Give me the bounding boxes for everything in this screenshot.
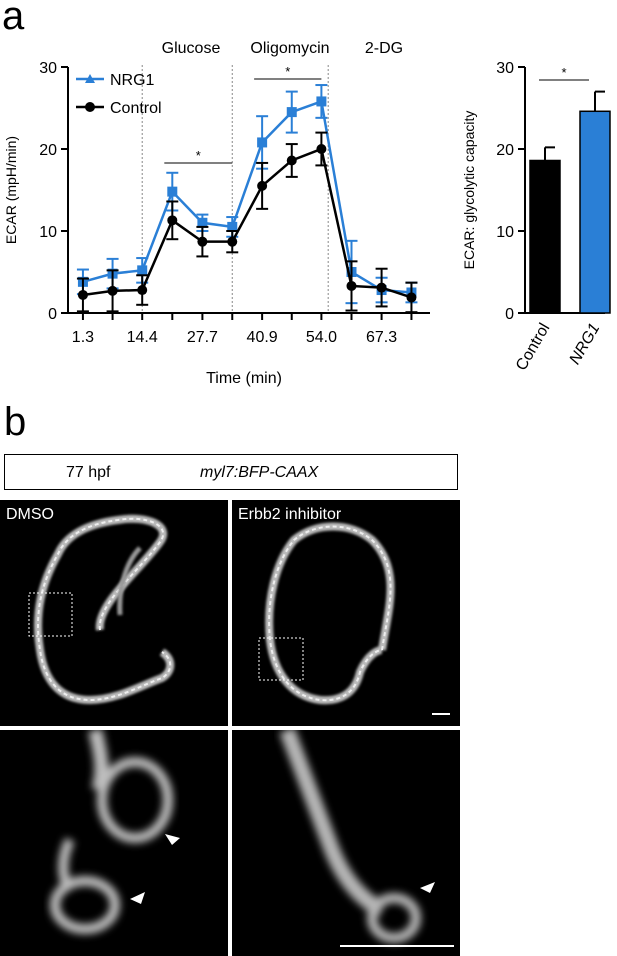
legend-label: Control bbox=[110, 100, 162, 117]
y-tick-label: 10 bbox=[39, 224, 57, 241]
heart-micrograph bbox=[28, 514, 175, 705]
y-axis-label: ECAR: glycolytic capacity bbox=[461, 111, 477, 270]
y-tick-label: 20 bbox=[39, 142, 57, 159]
legend-label: NRG1 bbox=[110, 72, 155, 89]
data-point bbox=[257, 180, 268, 191]
panel-letter-a: a bbox=[2, 0, 25, 38]
data-point bbox=[227, 236, 238, 247]
x-tick-label: 27.7 bbox=[187, 329, 218, 346]
y-tick-label: 0 bbox=[48, 306, 57, 323]
zoomed-micrograph bbox=[50, 730, 180, 934]
y-tick-label: 10 bbox=[496, 224, 514, 241]
data-point bbox=[346, 280, 357, 291]
data-point bbox=[77, 289, 88, 300]
data-point bbox=[137, 265, 148, 276]
arrowhead-marker bbox=[130, 892, 145, 904]
dmso-overview-image: DMSO bbox=[0, 500, 228, 726]
ecar-time-course-chart: ECAR (mpH/min) Time (min) 0 10 20 30 1.3 14.4… bbox=[3, 40, 430, 387]
stage-label: 77 hpf bbox=[66, 464, 111, 481]
series-line-control bbox=[82, 147, 412, 299]
condition-header: 77 hpf myl7:BFP-CAAX bbox=[4, 454, 458, 490]
injection-markers: Glucose Oligomycin 2-DG bbox=[141, 40, 403, 313]
x-tick-label: 67.3 bbox=[366, 329, 397, 346]
significance-star: * bbox=[285, 64, 290, 79]
bar-control bbox=[529, 159, 561, 314]
x-axis-label: Time (min) bbox=[206, 370, 282, 387]
image-label-dmso: DMSO bbox=[6, 506, 54, 523]
data-point bbox=[167, 186, 178, 197]
x-tick-label: 54.0 bbox=[306, 329, 337, 346]
injection-label: Oligomycin bbox=[250, 40, 329, 57]
category-label: NRG1 bbox=[567, 321, 604, 368]
construct-label: myl7:BFP-CAAX bbox=[200, 464, 319, 481]
category-label: Control bbox=[513, 321, 554, 374]
x-tick-label: 14.4 bbox=[127, 329, 158, 346]
data-point bbox=[286, 107, 297, 118]
arrowhead-marker bbox=[165, 834, 180, 845]
panel-letter-b: b bbox=[4, 400, 27, 444]
erbb2-inhibitor-overview-image: Erbb2 inhibitor bbox=[232, 500, 460, 726]
data-point bbox=[316, 144, 327, 154]
image-label-erbb2-inhibitor: Erbb2 inhibitor bbox=[238, 506, 342, 523]
y-tick-label: 30 bbox=[39, 60, 57, 77]
y-tick-label: 20 bbox=[496, 142, 514, 159]
legend: NRG1 Control bbox=[76, 72, 162, 117]
data-point bbox=[197, 217, 208, 228]
data-point bbox=[316, 96, 327, 107]
glycolytic-capacity-bar-chart: ECAR: glycolytic capacity 0 10 20 30 Control… bbox=[461, 60, 611, 374]
significance-markers: ** bbox=[164, 64, 322, 164]
y-axis-label: ECAR (mpH/min) bbox=[3, 136, 19, 244]
data-point bbox=[167, 215, 178, 226]
erbb2-inhibitor-zoom-image bbox=[232, 730, 460, 956]
x-tick-label: 40.9 bbox=[247, 329, 278, 346]
injection-label: 2-DG bbox=[365, 40, 403, 57]
data-point bbox=[107, 285, 118, 296]
data-point bbox=[286, 155, 297, 166]
heart-micrograph bbox=[258, 522, 450, 715]
series-line-nrg1 bbox=[82, 99, 412, 294]
data-point bbox=[227, 221, 238, 232]
legend-marker bbox=[85, 74, 95, 83]
injection-label: Glucose bbox=[162, 40, 221, 57]
data-point bbox=[257, 137, 268, 148]
data-point bbox=[406, 292, 417, 303]
bar-chart-content: 0 10 20 30 Control NRG1 * bbox=[496, 60, 611, 374]
dmso-zoom-image bbox=[0, 730, 228, 956]
zoomed-micrograph bbox=[279, 730, 454, 947]
axes: 0 10 20 30 1.3 14.4 27.7 40.9 54.0 67.3 bbox=[39, 60, 430, 346]
significance-star: * bbox=[196, 148, 201, 163]
x-tick-label: 1.3 bbox=[72, 329, 94, 346]
data-point bbox=[197, 236, 208, 247]
significance-star: * bbox=[561, 65, 566, 80]
data-point bbox=[137, 285, 148, 296]
bar-nrg1 bbox=[579, 110, 611, 314]
data-point bbox=[376, 282, 387, 293]
data-series bbox=[76, 84, 418, 314]
y-tick-label: 30 bbox=[496, 60, 514, 77]
arrowhead-marker bbox=[420, 882, 435, 893]
y-tick-label: 0 bbox=[505, 306, 514, 323]
legend-marker bbox=[85, 102, 95, 112]
